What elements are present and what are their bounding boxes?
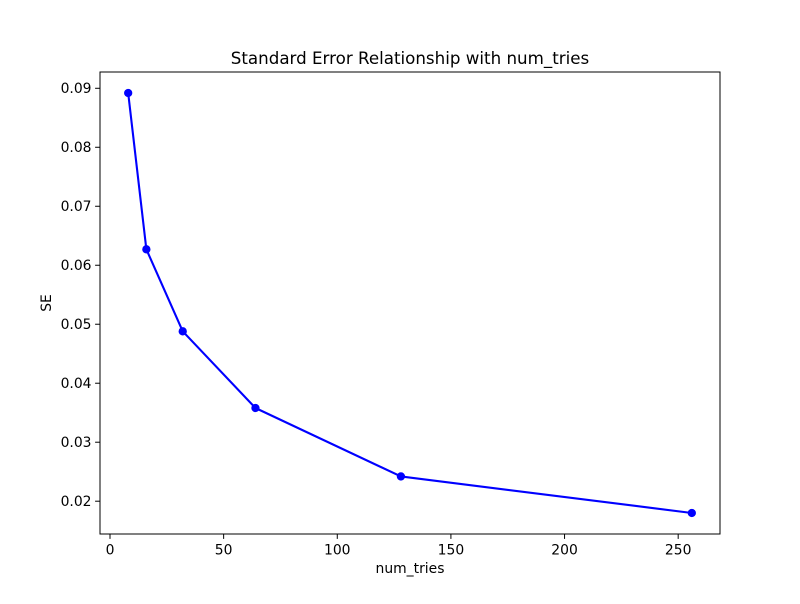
y-tick-label: 0.02 [61, 494, 92, 510]
data-point [687, 508, 696, 518]
x-tick-label: 200 [551, 543, 578, 559]
y-axis-ticks: 0.02 0.03 0.04 0.05 0.06 0.07 0.08 0.09 [61, 81, 100, 510]
y-axis-label: SE [39, 294, 55, 312]
data-point [142, 245, 151, 254]
data-point [124, 88, 133, 98]
data-point [178, 327, 187, 336]
chart-title: Standard Error Relationship with num_tri… [231, 48, 589, 69]
y-tick-label: 0.05 [61, 317, 92, 333]
y-tick-label: 0.06 [61, 258, 92, 274]
y-tick-label: 0.09 [61, 81, 92, 97]
x-tick-label: 100 [324, 543, 351, 559]
data-line [127, 91, 693, 515]
x-tick-label: 50 [215, 543, 233, 559]
x-axis-ticks: 0 50 100 150 200 250 [106, 534, 692, 559]
axes-spines [99, 71, 721, 535]
x-axis-label: num_tries [376, 561, 445, 577]
y-tick-label: 0.08 [61, 140, 92, 156]
x-tick-label: 0 [106, 543, 115, 559]
data-point [251, 403, 260, 413]
x-tick-label: 250 [665, 543, 692, 559]
y-tick-label: 0.07 [61, 199, 92, 215]
data-point [396, 472, 406, 481]
y-tick-label: 0.03 [61, 435, 92, 451]
x-tick-label: 150 [438, 543, 465, 559]
y-tick-label: 0.04 [61, 376, 92, 392]
data-series [124, 88, 696, 518]
